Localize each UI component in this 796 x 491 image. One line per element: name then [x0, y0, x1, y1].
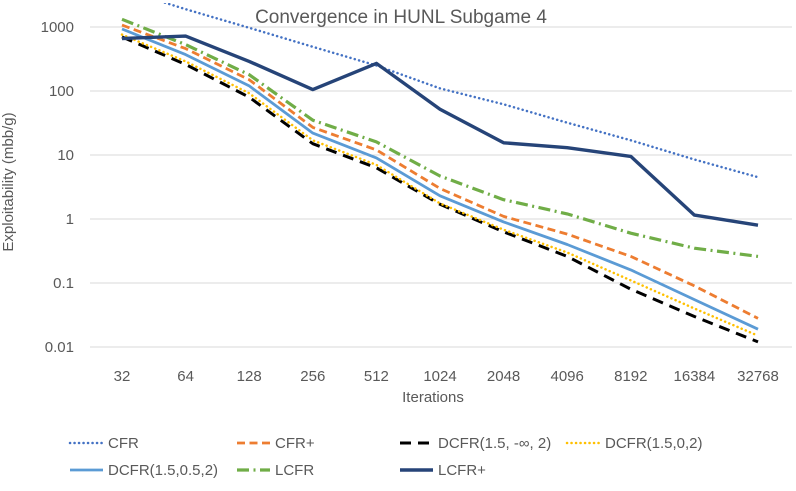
x-tick-label: 256: [300, 368, 325, 385]
legend-label-lcfrplus: LCFR+: [438, 462, 486, 479]
gridlines: [90, 26, 792, 348]
x-tick-label: 16384: [674, 368, 716, 385]
series-line-dcfr-1-5-0-2: [120, 33, 760, 337]
x-tick-label: 1024: [423, 368, 456, 385]
x-tick-label: 4096: [551, 368, 584, 385]
x-tick-label: 512: [364, 368, 389, 385]
series-line-dcfr-1-5-0-5-2: [121, 27, 759, 331]
y-tick-label: 10: [57, 147, 74, 164]
legend-label-cfrplus: CFR+: [275, 435, 315, 452]
x-tick-label: 128: [237, 368, 262, 385]
y-tick-label: 0.1: [53, 275, 74, 292]
legend: CFR CFR+ DCFR(1.5, -∞, 2) DCFR(1.5,0,2) DCFR…: [68, 435, 703, 479]
y-tick-label: 1: [66, 211, 74, 228]
x-tick-label: 8192: [614, 368, 647, 385]
series-line-cfrplus: [121, 23, 759, 320]
series-line-dcfr-1-5-2: [121, 35, 759, 344]
x-tick-label: 2048: [487, 368, 520, 385]
legend-label-dcfr-1-5-2: DCFR(1.5, -∞, 2): [438, 435, 551, 452]
x-axis-title: Iterations: [402, 389, 464, 406]
series-lines: [120, 3, 760, 344]
y-tick-label: 1000: [41, 19, 74, 36]
y-tick-label: 0.01: [45, 339, 74, 356]
legend-label-cfr: CFR: [108, 435, 139, 452]
y-axis-title: Exploitability (mbb/g): [0, 112, 17, 251]
series-line-lcfr: [121, 17, 759, 258]
legend-label-lcfr: LCFR: [275, 462, 314, 479]
x-tick-label: 64: [177, 368, 194, 385]
x-tick-label: 32768: [737, 368, 779, 385]
x-axis-tick-labels: 32 64 128 256 512 1024 2048 4096 8192 16384 32768: [114, 368, 779, 385]
y-tick-label: 100: [49, 83, 74, 100]
chart-title: Convergence in HUNL Subgame 4: [255, 7, 547, 28]
series-line-lcfrplus: [121, 34, 759, 227]
x-tick-label: 32: [114, 368, 131, 385]
y-axis-tick-labels: 1000 100 10 1 0.1 0.01: [41, 19, 74, 356]
legend-label-dcfr-1-5-0-2: DCFR(1.5,0,2): [605, 435, 703, 452]
legend-label-dcfr-1-5-0-5-2: DCFR(1.5,0.5,2): [108, 462, 218, 479]
series-line-cfr: [161, 3, 760, 179]
